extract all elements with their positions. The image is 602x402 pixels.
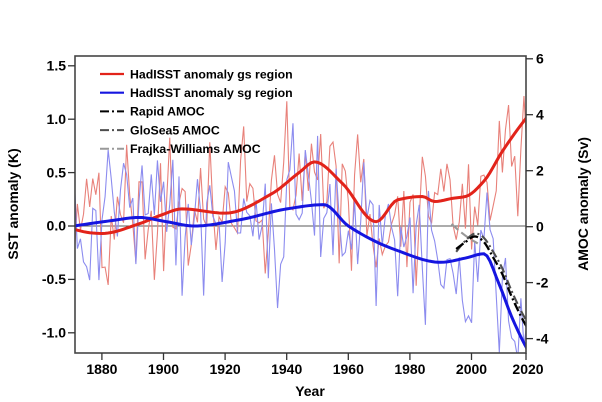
svg-text:1980: 1980 — [394, 361, 425, 377]
svg-text:1960: 1960 — [333, 361, 364, 377]
svg-text:0.0: 0.0 — [47, 218, 67, 234]
svg-text:6: 6 — [536, 51, 544, 67]
svg-text:SST anomaly (K): SST anomaly (K) — [5, 148, 21, 259]
svg-text:1900: 1900 — [148, 361, 179, 377]
svg-text:HadISST anomaly sg region: HadISST anomaly sg region — [130, 86, 293, 100]
svg-text:Rapid AMOC: Rapid AMOC — [130, 105, 205, 119]
svg-text:1.0: 1.0 — [47, 111, 67, 127]
svg-text:2020: 2020 — [512, 361, 543, 377]
svg-text:-2: -2 — [536, 274, 549, 290]
svg-text:2000: 2000 — [456, 361, 487, 377]
svg-text:-0.5: -0.5 — [42, 271, 66, 287]
svg-text:1880: 1880 — [86, 361, 117, 377]
svg-text:-1.0: -1.0 — [42, 325, 66, 341]
svg-text:1.5: 1.5 — [47, 58, 67, 74]
svg-text:GloSea5 AMOC: GloSea5 AMOC — [130, 123, 220, 137]
svg-text:4: 4 — [536, 106, 544, 122]
svg-text:-4: -4 — [536, 330, 549, 346]
svg-text:AMOC anomaly (Sv): AMOC anomaly (Sv) — [575, 137, 591, 271]
svg-text:1940: 1940 — [271, 361, 302, 377]
svg-text:1920: 1920 — [210, 361, 241, 377]
svg-text:Frajka-Williams AMOC: Frajka-Williams AMOC — [130, 142, 261, 156]
svg-text:2: 2 — [536, 162, 544, 178]
svg-text:Year: Year — [295, 383, 325, 399]
svg-text:HadISST anomaly gs region: HadISST anomaly gs region — [130, 67, 293, 81]
svg-text:0.5: 0.5 — [47, 164, 67, 180]
svg-text:0: 0 — [536, 218, 544, 234]
